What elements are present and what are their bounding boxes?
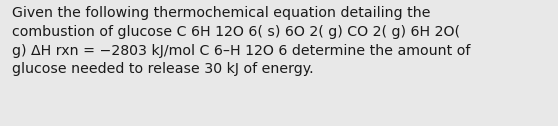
Text: Given the following thermochemical equation detailing the
combustion of glucose : Given the following thermochemical equat… [12, 6, 470, 76]
